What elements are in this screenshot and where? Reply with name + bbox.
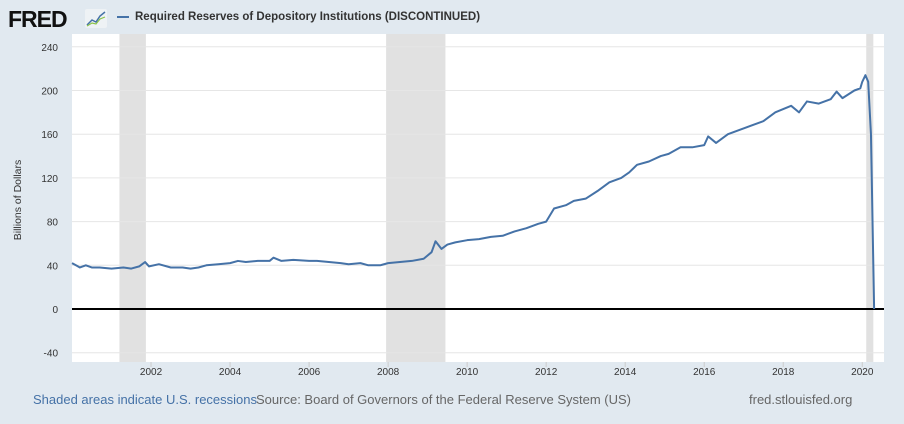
y-tick-label: 80	[47, 218, 59, 229]
source-text: Source: Board of Governors of the Federa…	[256, 392, 631, 407]
x-tick-label: 2012	[535, 367, 558, 378]
y-tick-label: 200	[41, 87, 58, 98]
x-tick-label: 2002	[140, 367, 163, 378]
recession-band	[866, 34, 874, 362]
x-tick-label: 2018	[772, 367, 795, 378]
y-tick-label: -40	[44, 349, 59, 360]
x-tick-label: 2014	[614, 367, 637, 378]
plot-area	[72, 34, 884, 362]
legend-swatch	[117, 16, 129, 18]
y-tick-label: 160	[41, 130, 58, 141]
recession-band	[386, 34, 446, 362]
recession-band	[119, 34, 146, 362]
x-tick-label: 2004	[219, 367, 242, 378]
x-tick-label: 2010	[456, 367, 479, 378]
chart-icon	[85, 9, 107, 28]
y-tick-label: 40	[47, 261, 59, 272]
x-tick-label: 2020	[851, 367, 874, 378]
y-tick-label: 120	[41, 174, 58, 185]
x-tick-label: 2006	[298, 367, 321, 378]
x-tick-label: 2008	[377, 367, 400, 378]
fred-logo[interactable]: FRED	[8, 6, 68, 32]
y-tick-label: 240	[41, 43, 58, 54]
y-axis-label: Billions of Dollars	[12, 160, 24, 241]
y-tick-label: 0	[52, 305, 58, 316]
legend-label: Required Reserves of Depository Institut…	[135, 11, 481, 23]
recessions-link[interactable]: Shaded areas indicate U.S. recessions	[33, 392, 258, 407]
chart-legend: Required Reserves of Depository Institut…	[117, 11, 480, 23]
site-link[interactable]: fred.stlouisfed.org	[749, 392, 853, 407]
x-tick-label: 2016	[693, 367, 716, 378]
